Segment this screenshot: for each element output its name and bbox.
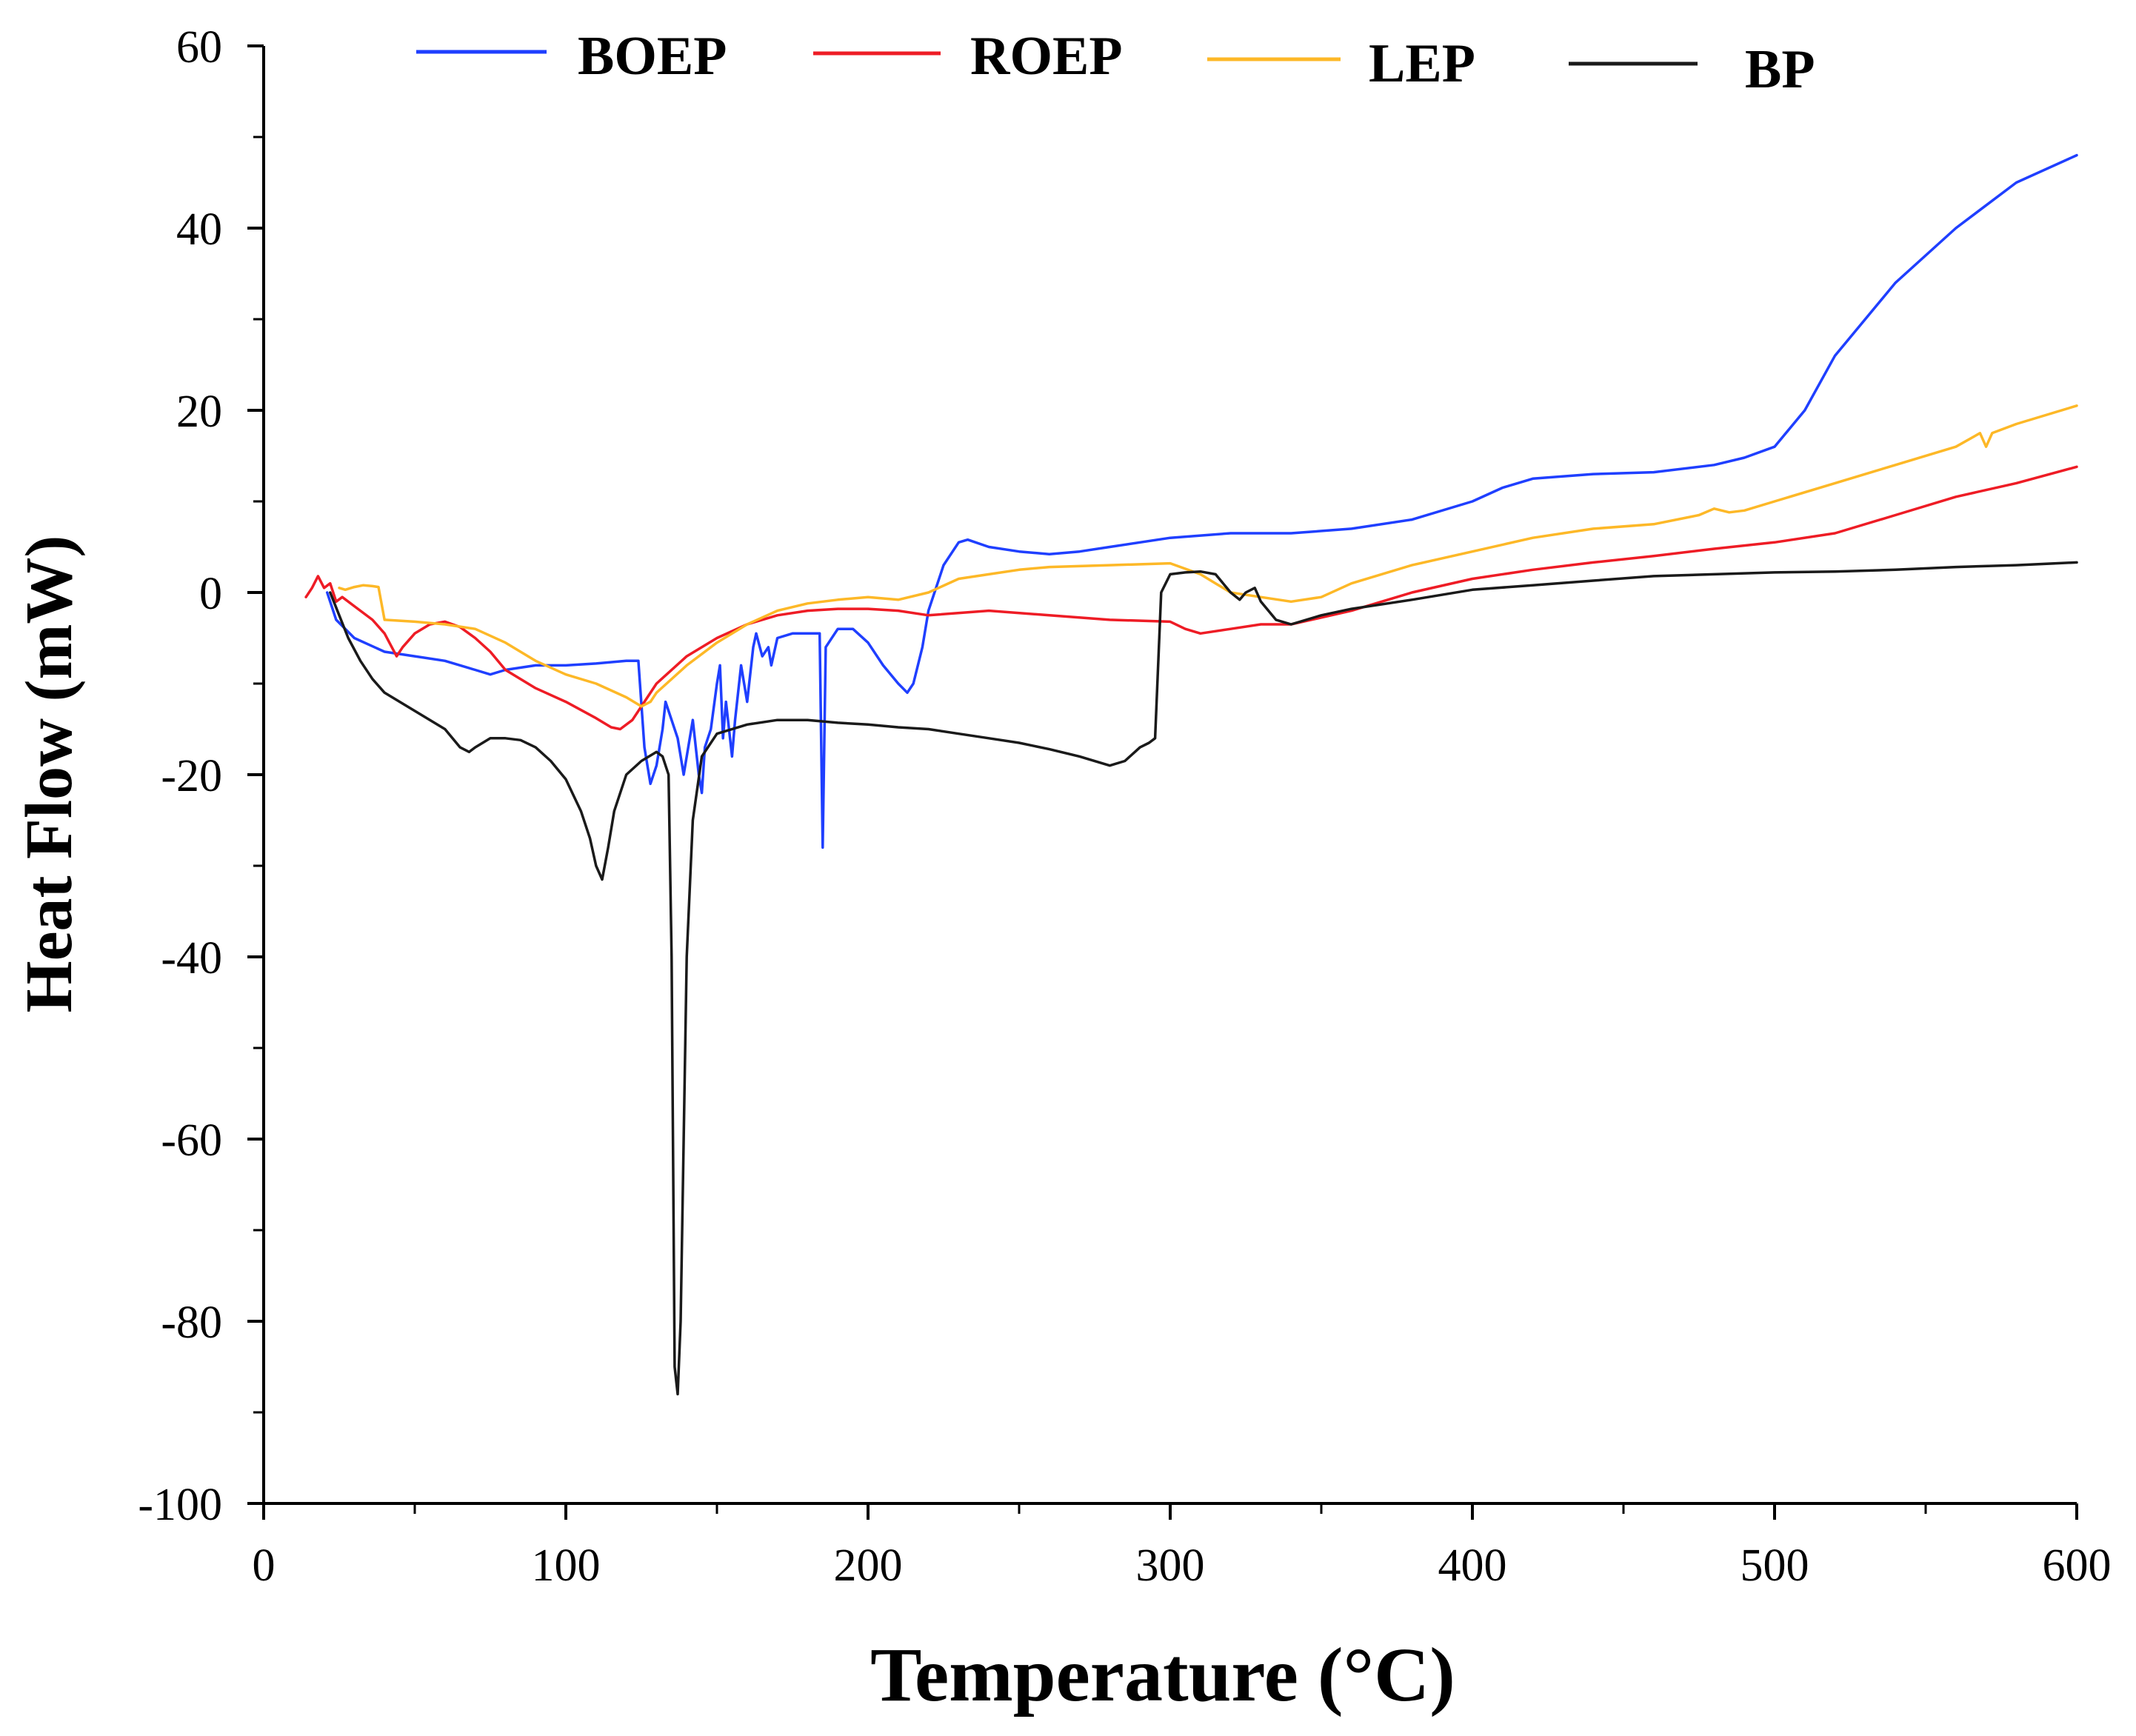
series-line-bp [329,561,2078,1396]
x-axis-title: Temperature (°C) [870,1632,1455,1717]
y-tick-label: -40 [161,933,222,984]
x-tick-label: 600 [2043,1540,2112,1591]
axes: 0 100 200 300 400 500 6006040200-20-40-60-80-1… [138,22,2111,1591]
y-axis-title: Heat Flow (mW) [13,535,86,1013]
legend-label-boep: BOEP [578,26,727,87]
series-line-roep [304,465,2078,731]
legend: BOEP ROEP LEP BP [416,26,1815,100]
y-tick-label: -20 [161,751,222,801]
y-tick-label: -100 [138,1480,222,1530]
y-tick-label: 0 [199,569,222,619]
x-tick-label: 0 [253,1540,276,1591]
x-tick-label: 200 [834,1540,903,1591]
x-tick-label: 300 [1136,1540,1205,1591]
series-line-boep [325,153,2078,849]
legend-label-bp: BP [1745,39,1815,100]
y-tick-label: 40 [176,204,222,255]
x-tick-label: 500 [1740,1540,1809,1591]
axis-labels: Temperature (°C) Heat Flow (mW) [13,535,1455,1717]
series-lines [304,153,2078,1396]
y-tick-label: -60 [161,1115,222,1166]
x-tick-label: 100 [532,1540,601,1591]
legend-label-roep: ROEP [970,26,1123,87]
y-tick-label: 20 [176,387,222,437]
x-tick-label: 400 [1438,1540,1507,1591]
series-line-lep [338,404,2078,708]
y-tick-label: 60 [176,22,222,73]
y-tick-label: -80 [161,1298,222,1348]
legend-label-lep: LEP [1369,33,1475,94]
